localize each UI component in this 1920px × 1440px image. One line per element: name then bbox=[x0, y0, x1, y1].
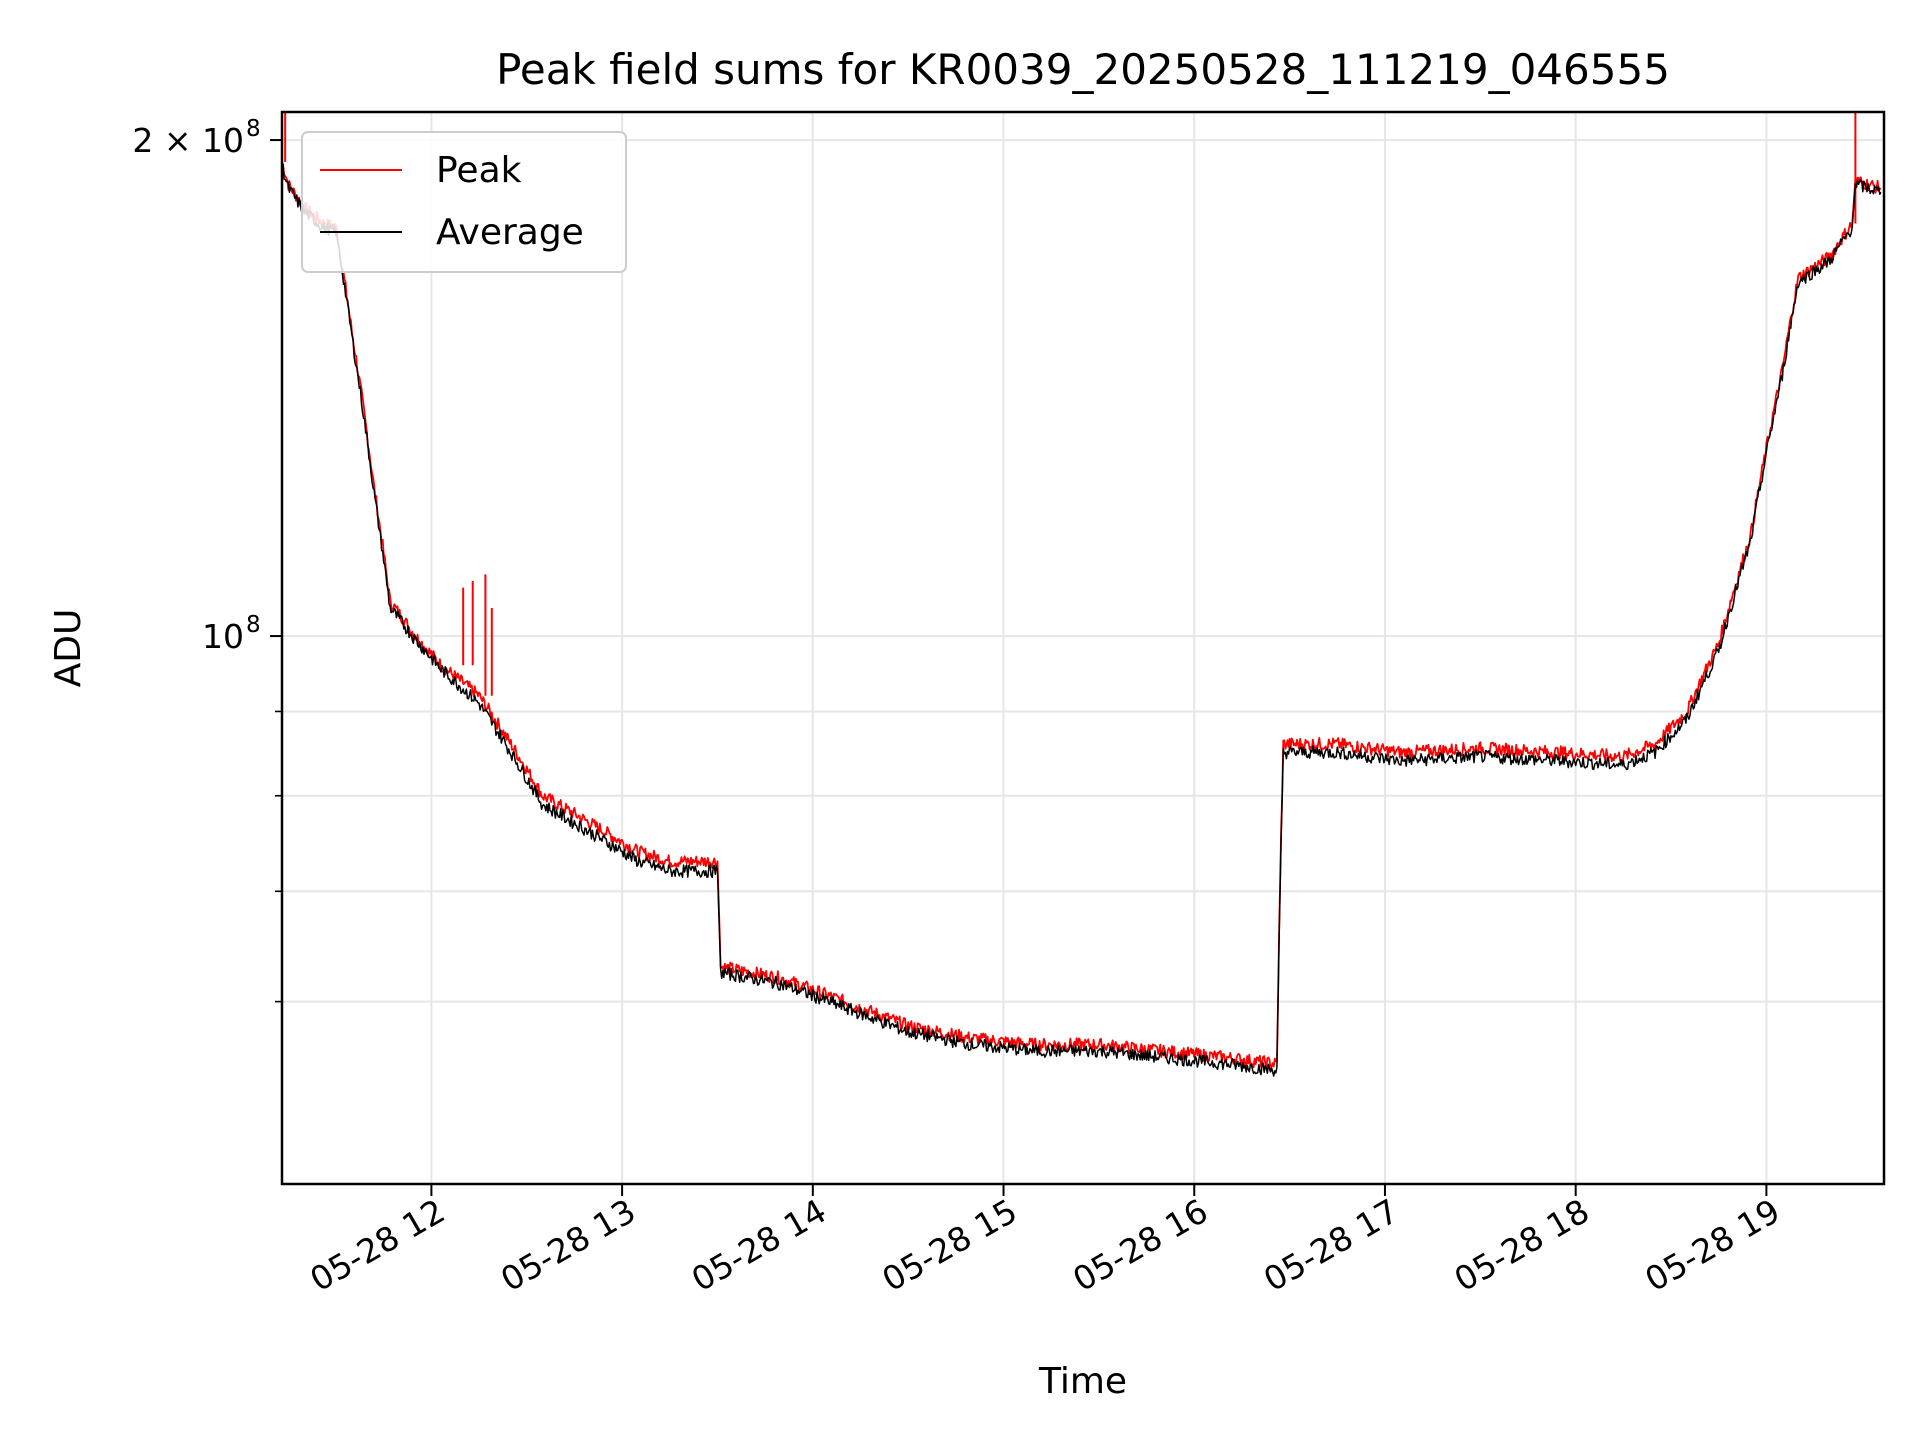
plot-frame bbox=[280, 110, 1886, 1186]
y-axis-label: ADU bbox=[48, 609, 89, 688]
legend-box bbox=[301, 131, 627, 273]
y-tick-label: 2 × 10 bbox=[132, 121, 244, 160]
x-axis-label: Time bbox=[1038, 1361, 1127, 1402]
y-tick-exponent: 8 bbox=[246, 612, 261, 638]
series-line-average bbox=[282, 163, 1882, 1077]
y-tick-label: 10 bbox=[202, 617, 244, 656]
plot-series bbox=[282, 112, 1882, 1077]
series-line-peak bbox=[282, 161, 1882, 1070]
y-tick-exponent: 8 bbox=[246, 116, 261, 142]
legend: Peak Average bbox=[301, 131, 627, 273]
legend-label-average: Average bbox=[436, 212, 584, 253]
chart-title: Peak field sums for KR0039_20250528_1112… bbox=[496, 45, 1670, 94]
y-axis-ticks: 2 × 10 810 8 bbox=[132, 116, 282, 1003]
legend-label-peak: Peak bbox=[436, 150, 522, 191]
